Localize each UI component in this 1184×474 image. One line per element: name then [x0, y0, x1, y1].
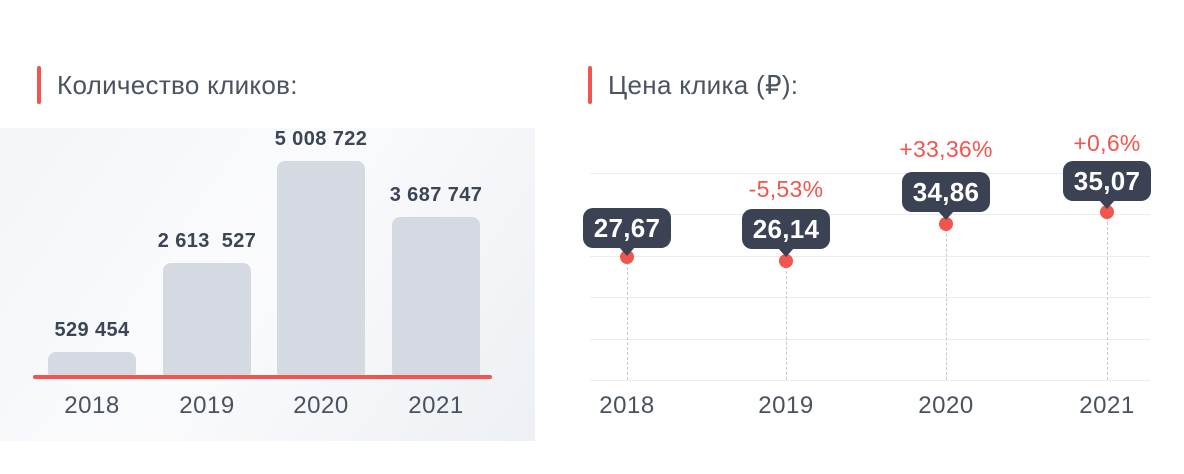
dashed-drop-line-2018: [627, 257, 628, 380]
x-axis-label-2018: 2018: [599, 392, 655, 419]
bar-value-label: 529 454: [54, 319, 130, 341]
clicks-chart-title: Количество кликов:: [57, 70, 298, 100]
badge-value: 26,14: [752, 213, 820, 244]
dashed-drop-line-2021: [1107, 212, 1108, 380]
gridline: [590, 380, 1150, 381]
change-label-2020: +33,36%: [899, 136, 993, 162]
bar-2020: [277, 161, 365, 375]
bar-2021: [392, 217, 480, 375]
dashed-drop-line-2020: [946, 224, 947, 380]
title-accent-bar: [37, 66, 41, 104]
bar-2018: [48, 352, 136, 375]
title-accent-bar: [588, 66, 592, 104]
change-label-2019: -5,53%: [748, 176, 824, 202]
dashed-drop-line-2019: [786, 261, 787, 380]
x-axis-label-2018: 2018: [64, 392, 120, 419]
bar-value-label: 5 008 722: [274, 128, 368, 150]
value-badge-2018: 27,67: [583, 208, 671, 248]
bar-2019: [163, 263, 251, 375]
badge-value: 35,07: [1073, 165, 1141, 196]
x-axis-label-2021: 2021: [408, 392, 464, 419]
x-axis-baseline: [33, 375, 492, 379]
bar-column-2020: 5 008 722: [261, 128, 381, 375]
cpc-chart-title: Цена клика (₽):: [608, 70, 799, 100]
bar-value-label: 3 687 747: [389, 184, 483, 206]
badge-value: 27,67: [593, 212, 661, 243]
gridline: [590, 173, 1150, 174]
bar-column-2018: 529 454: [32, 128, 152, 375]
value-badge-2020: 34,86: [902, 172, 990, 212]
bar-column-2019: 2 613 527: [147, 128, 267, 375]
x-axis-label-2019: 2019: [179, 392, 235, 419]
value-badge-2021: 35,07: [1063, 161, 1151, 201]
bar-column-2021: 3 687 747: [376, 128, 496, 375]
x-axis-label-2021: 2021: [1079, 392, 1135, 419]
x-axis-label-2020: 2020: [293, 392, 349, 419]
change-label-2021: +0,6%: [1073, 130, 1141, 156]
x-axis-label-2020: 2020: [918, 392, 974, 419]
gridline: [590, 256, 1150, 257]
gridline: [590, 339, 1150, 340]
gridline: [590, 297, 1150, 298]
gridline: [590, 214, 1150, 215]
value-badge-2019: 26,14: [742, 209, 830, 249]
badge-value: 34,86: [912, 176, 980, 207]
x-axis-label-2019: 2019: [758, 392, 814, 419]
data-point-dot-2019: [779, 254, 793, 268]
bar-value-label: 2 613 527: [157, 230, 257, 252]
data-point-dot-2020: [939, 217, 953, 231]
